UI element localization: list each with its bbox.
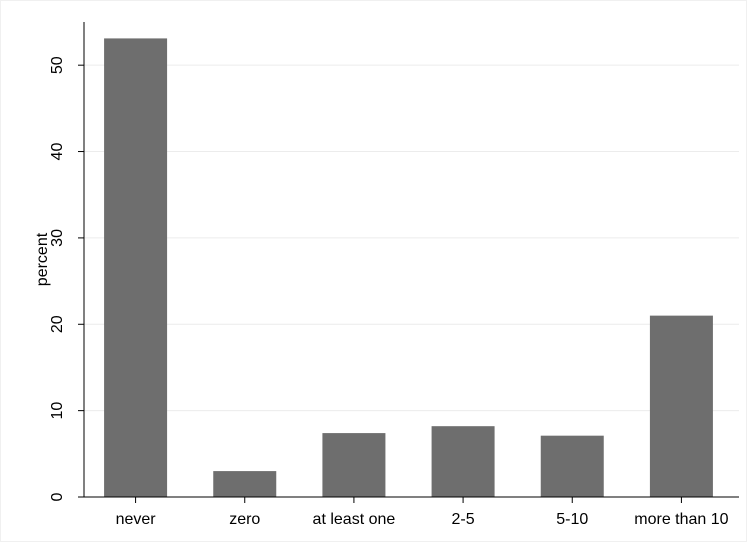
bar-more-than-10 xyxy=(649,315,713,497)
y-axis-label: percent xyxy=(34,232,51,286)
bar-5-10 xyxy=(540,435,604,497)
x-tick-label: 5-10 xyxy=(556,511,588,528)
y-tick-label: 50 xyxy=(49,56,66,74)
x-tick-label: zero xyxy=(229,511,260,528)
bar-2-5 xyxy=(431,426,495,497)
x-tick-label: at least one xyxy=(313,511,396,528)
bar-never xyxy=(104,38,168,498)
y-tick-label: 0 xyxy=(49,492,66,501)
gridlines xyxy=(84,64,739,412)
y-tick-label: 20 xyxy=(49,315,66,333)
x-tick-label: 2-5 xyxy=(452,511,475,528)
x-tick-label: more than 10 xyxy=(634,511,728,528)
bar-zero xyxy=(213,471,277,497)
y-tick-label: 10 xyxy=(49,402,66,420)
y-tick-label: 30 xyxy=(49,229,66,247)
bar-at-least-one xyxy=(322,433,386,497)
y-tick-label: 40 xyxy=(49,143,66,161)
bars xyxy=(104,38,713,498)
y-axis-ticks: 0 10 20 30 40 50 xyxy=(49,56,84,501)
x-tick-label: never xyxy=(116,511,157,528)
x-axis-ticks: never zero at least one 2-5 5-10 more than 10 xyxy=(116,497,729,528)
